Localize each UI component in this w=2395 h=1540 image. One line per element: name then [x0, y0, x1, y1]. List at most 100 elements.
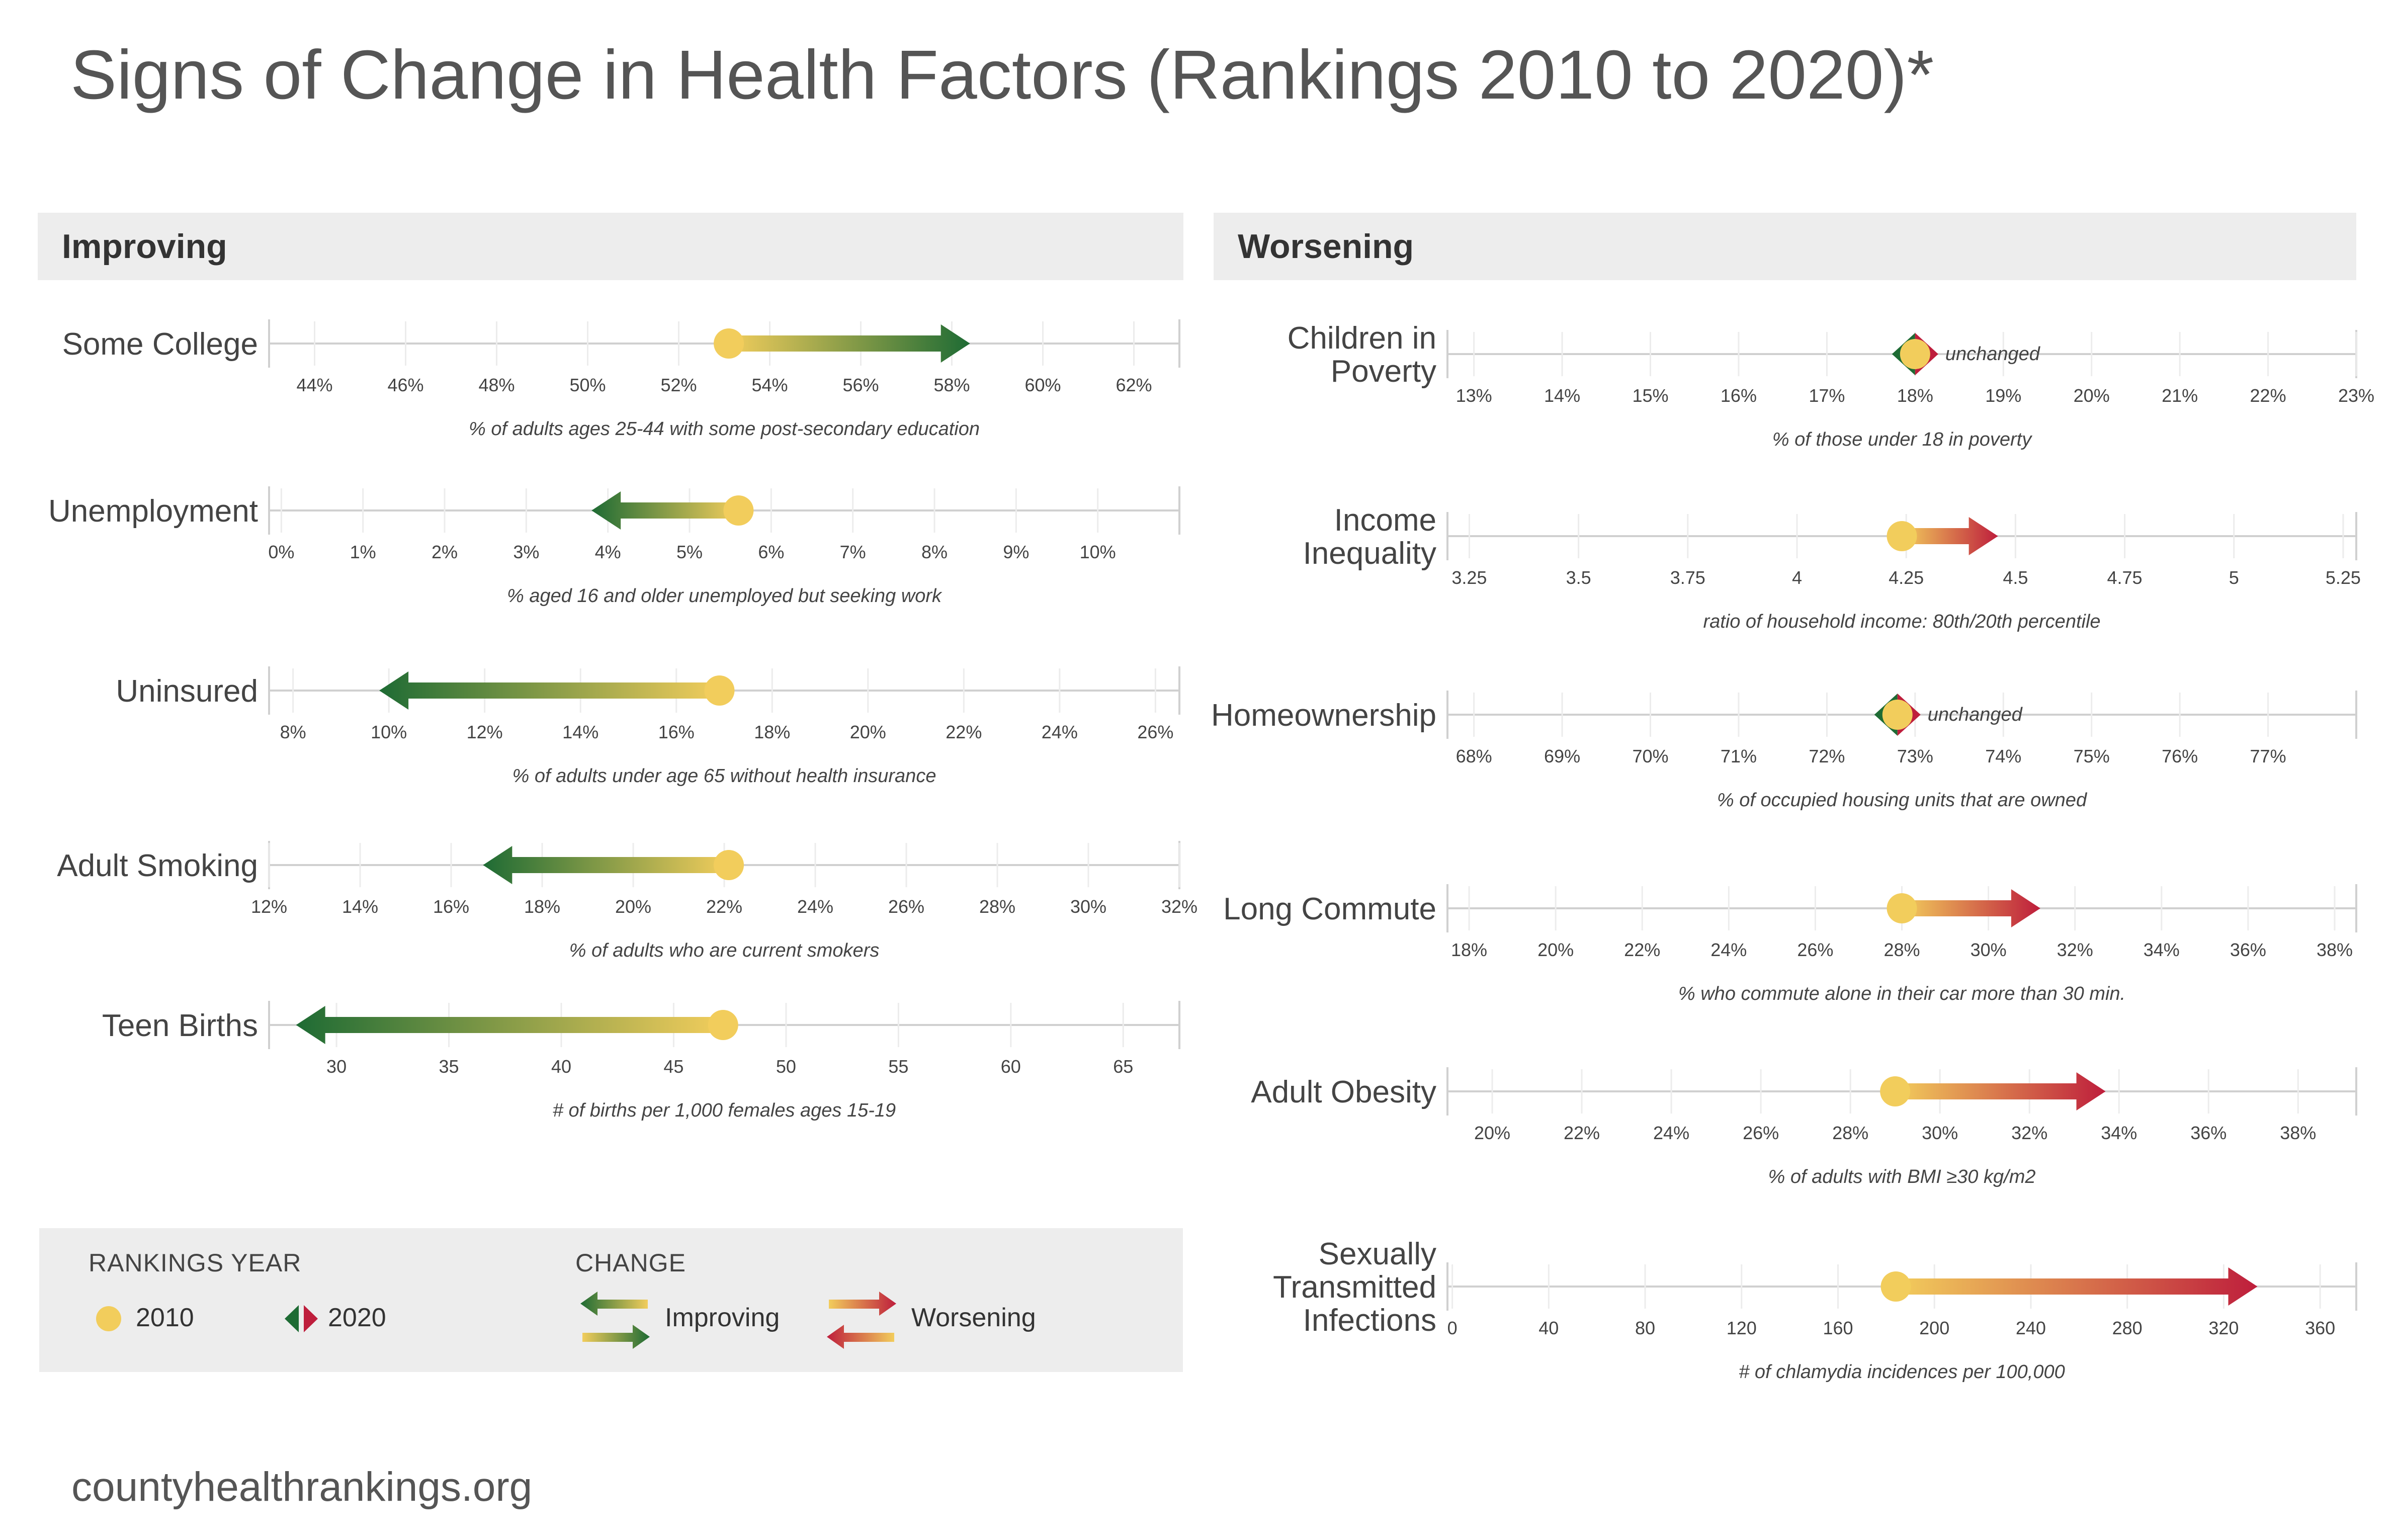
tick-label: 8%	[921, 542, 948, 562]
tick-label: 72%	[1809, 746, 1845, 766]
legend-change-label: CHANGE	[575, 1249, 686, 1277]
tick-label: 10%	[371, 722, 407, 742]
tick-label: 30%	[1070, 896, 1106, 917]
tick-label: 160	[1823, 1318, 1853, 1338]
marker-2010	[1887, 893, 1917, 923]
tick-label: 3.5	[1566, 567, 1591, 588]
tick-label: 20%	[850, 722, 886, 742]
range-chart-6: 3.25 3.5 3.75 4 4.25 4.5 4.75 5 5.25 ratio of hou…	[1303, 503, 2361, 632]
tick-label: 22%	[2250, 385, 2286, 406]
legend-worsening-arrows-icon	[827, 1292, 896, 1349]
axis-caption: # of births per 1,000 females ages 15-19	[553, 1100, 896, 1121]
tick-label: 38%	[2280, 1123, 2316, 1143]
tick-label: 65	[1113, 1056, 1133, 1077]
worsening-section-header: Worsening	[1214, 213, 2356, 280]
tick-label: 40	[551, 1056, 571, 1077]
change-arrow	[1896, 1267, 2258, 1306]
axis-caption: % of adults under age 65 without health …	[512, 765, 936, 787]
tick-label: 18%	[1451, 939, 1487, 960]
tick-label: 9%	[1003, 542, 1029, 562]
page-title: Signs of Change in Health Factors (Ranki…	[70, 36, 1934, 114]
tick-label: 16%	[1721, 385, 1757, 406]
tick-label: 58%	[933, 375, 970, 395]
tick-label: 35	[439, 1056, 459, 1077]
row-title: Transmitted	[1273, 1270, 1436, 1305]
legend-improving-arrows-icon	[580, 1292, 650, 1349]
tick-label: 28%	[1832, 1123, 1868, 1143]
range-chart-1: 0% 1% 2% 3% 4% 5% 6% 7% 8% 9% 10% % aged 16 and old…	[48, 486, 1180, 607]
row-title: Income	[1334, 503, 1436, 538]
range-chart-10: 0 40 80 120 160 200 240 280 320 360 # of chlamydia…	[1273, 1237, 2357, 1383]
unchanged-note: unchanged	[1945, 344, 2041, 365]
marker-2010	[1882, 700, 1913, 730]
row-title: Sexually	[1319, 1237, 1436, 1271]
tick-label: 32%	[2057, 939, 2093, 960]
tick-label: 20%	[615, 896, 651, 917]
tick-label: 26%	[888, 896, 924, 917]
tick-label: 75%	[2074, 746, 2110, 766]
row-title: Teen Births	[102, 1008, 258, 1043]
marker-2010	[714, 850, 744, 880]
improving-section-header: Improving	[38, 213, 1183, 280]
axis-caption: % of adults ages 25-44 with some post-se…	[469, 418, 980, 440]
tick-label: 14%	[1544, 385, 1580, 406]
tick-label: 6%	[758, 542, 784, 562]
legend-2020-label: 2020	[328, 1303, 386, 1332]
tick-label: 76%	[2162, 746, 2198, 766]
row-title: Homeownership	[1211, 698, 1436, 733]
tick-label: 36%	[2230, 939, 2266, 960]
tick-label: 4%	[595, 542, 621, 562]
marker-2010	[708, 1010, 738, 1040]
marker-2010	[1900, 339, 1930, 369]
tick-label: 22%	[1564, 1123, 1600, 1143]
tick-label: 23%	[2338, 385, 2374, 406]
tick-label: 21%	[2162, 385, 2198, 406]
axis-caption: # of chlamydia incidences per 100,000	[1739, 1361, 2065, 1383]
axis-caption: ratio of household income: 80th/20th per…	[1703, 611, 2100, 632]
tick-label: 24%	[1710, 939, 1747, 960]
footer-source: countyhealthrankings.org	[71, 1464, 533, 1510]
marker-2010	[1880, 1271, 1911, 1302]
change-arrow	[379, 671, 720, 710]
tick-label: 16%	[433, 896, 469, 917]
change-arrow	[1895, 1072, 2106, 1110]
axis-caption: % of adults with BMI ≥30 kg/m2	[1768, 1166, 2036, 1187]
tick-label: 69%	[1544, 746, 1580, 766]
change-arrow	[296, 1006, 723, 1044]
tick-label: 24%	[1042, 722, 1078, 742]
tick-label: 46%	[387, 375, 423, 395]
axis-caption: % aged 16 and older unemployed but seeki…	[507, 585, 943, 607]
tick-label: 4.25	[1889, 567, 1924, 588]
tick-label: 55	[888, 1056, 908, 1077]
tick-label: 22%	[1624, 939, 1660, 960]
tick-label: 360	[2305, 1318, 2335, 1338]
range-chart-4: 30 35 40 45 50 55 60 65 # of births per 1,000 fe…	[102, 1001, 1180, 1121]
tick-label: 0%	[268, 542, 294, 562]
axis-caption: % of adults who are current smokers	[569, 940, 880, 961]
tick-label: 30%	[1922, 1123, 1958, 1143]
range-chart-8: 18% 20% 22% 24% 26% 28% 30% 32% 34% 36% 38% % who c…	[1223, 884, 2357, 1004]
tick-label: 50	[776, 1056, 796, 1077]
tick-label: 8%	[280, 722, 306, 742]
range-chart-5: 13% 14% 15% 16% 17% 18% 19% 20% 21% 22% 23% % of th…	[1288, 321, 2374, 450]
tick-label: 14%	[342, 896, 378, 917]
change-arrow	[729, 324, 970, 363]
marker-2010	[714, 328, 744, 359]
tick-label: 38%	[2317, 939, 2353, 960]
unchanged-note: unchanged	[1928, 704, 2023, 725]
tick-label: 77%	[2250, 746, 2286, 766]
legend: RANKINGS YEAR CHANGE 2010 2020 Improving	[39, 1228, 1183, 1372]
legend-improving-label: Improving	[665, 1303, 780, 1332]
tick-label: 56%	[842, 375, 879, 395]
axis-caption: % of those under 18 in poverty	[1772, 429, 2032, 450]
tick-label: 3.75	[1670, 567, 1705, 588]
tick-label: 120	[1727, 1318, 1757, 1338]
range-chart-0: 44% 46% 48% 50% 52% 54% 56% 58% 60% 62% % of adult…	[62, 319, 1180, 440]
row-title: Adult Obesity	[1251, 1075, 1436, 1109]
tick-label: 22%	[706, 896, 742, 917]
range-chart-7: 68% 69% 70% 71% 72% 73% 74% 75% 76% 77% % of occup…	[1211, 691, 2357, 811]
tick-label: 5.25	[2326, 567, 2361, 588]
tick-label: 13%	[1456, 385, 1492, 406]
tick-label: 19%	[1985, 385, 2021, 406]
change-arrow	[1902, 517, 1998, 555]
